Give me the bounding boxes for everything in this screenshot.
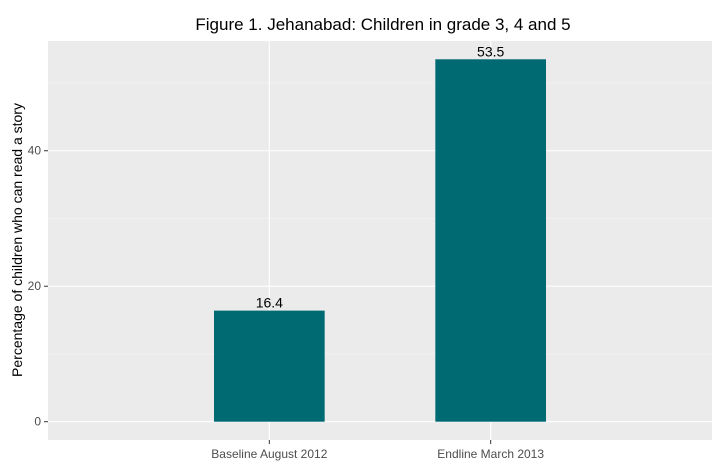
y-axis-title: Percentage of children who can read a st…	[9, 103, 25, 377]
bar	[214, 310, 325, 422]
data-labels-group: 16.4 53.5	[256, 43, 505, 310]
x-axis: Baseline August 2012 Endline March 2013	[211, 440, 544, 461]
bars-group	[214, 59, 546, 422]
major-gridlines	[48, 41, 712, 440]
x-tick-label: Endline March 2013	[437, 447, 544, 461]
y-axis: 0 20 40	[28, 144, 48, 429]
chart-title: Figure 1. Jehanabad: Children in grade 3…	[195, 15, 570, 34]
bar	[435, 59, 546, 422]
y-tick-label: 40	[28, 144, 42, 158]
bar-value-label: 53.5	[477, 43, 504, 59]
y-tick-label: 20	[28, 279, 42, 293]
plot-panel	[48, 41, 712, 440]
bar-value-label: 16.4	[256, 295, 283, 311]
y-tick-label: 0	[34, 415, 41, 429]
x-tick-label: Baseline August 2012	[211, 447, 327, 461]
minor-gridlines	[48, 82, 712, 355]
